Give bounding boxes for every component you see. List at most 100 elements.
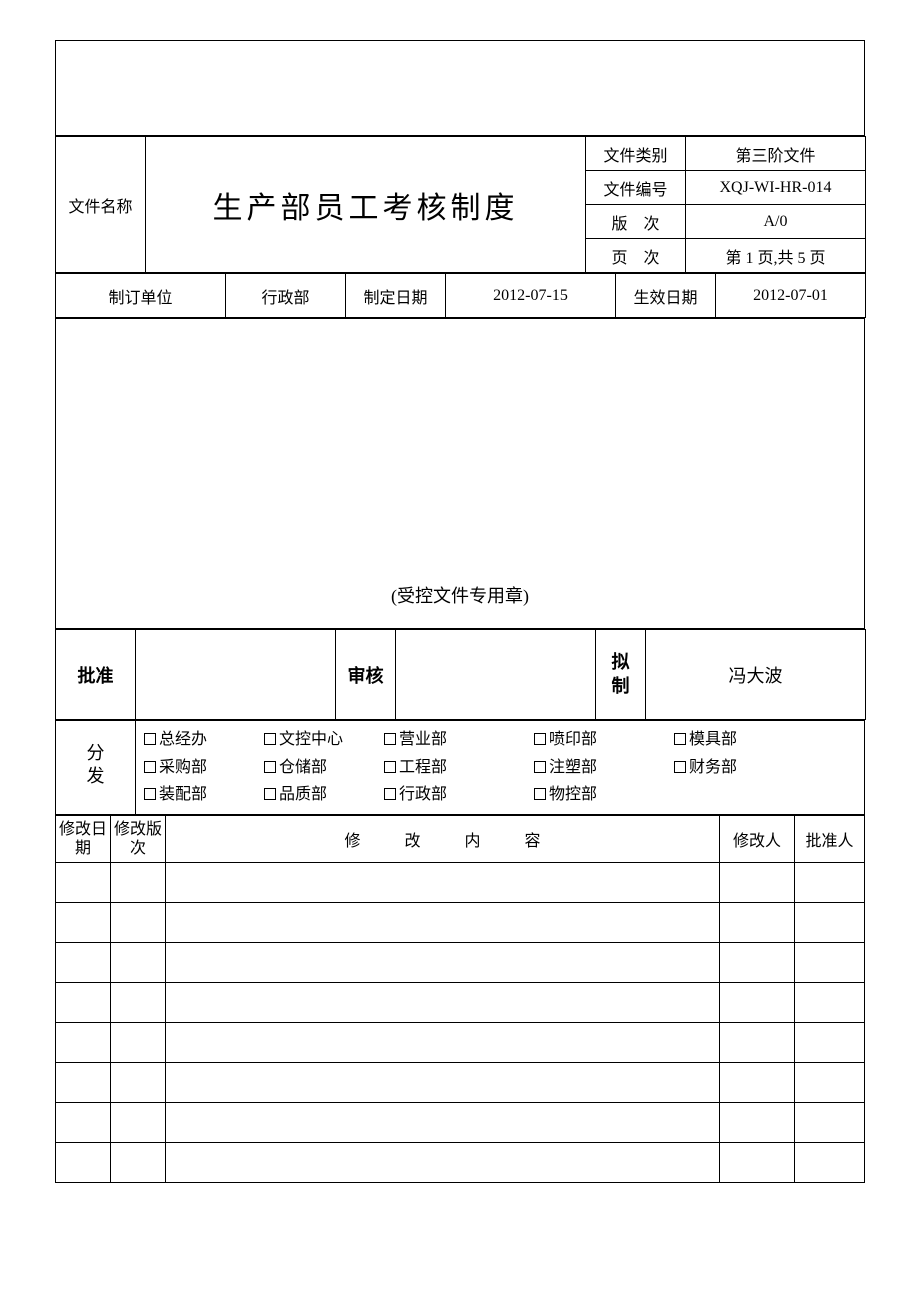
meta-value-1: XQJ-WI-HR-014: [686, 171, 866, 205]
revision-cell: [56, 1143, 111, 1183]
checkbox-icon: [264, 733, 276, 745]
revision-cell: [720, 983, 795, 1023]
distribution-item: 行政部: [384, 782, 534, 808]
revision-cell: [56, 983, 111, 1023]
header-info-table: 文件名称 生产部员工考核制度 文件类别 第三阶文件 文件编号 XQJ-WI-HR…: [55, 136, 866, 273]
rev-date-header: 修改日期: [56, 815, 111, 862]
distribution-item: [674, 782, 794, 808]
checkbox-icon: [674, 733, 686, 745]
revision-cell: [720, 903, 795, 943]
distribution-item: 总经办: [144, 727, 264, 753]
revision-row: [56, 1143, 865, 1183]
checkbox-icon: [384, 788, 396, 800]
revision-cell: [111, 1103, 166, 1143]
draft-value: 冯大波: [646, 630, 866, 720]
checkbox-icon: [384, 733, 396, 745]
checkbox-icon: [144, 788, 156, 800]
distribution-item: 装配部: [144, 782, 264, 808]
approve-label: 批准: [56, 630, 136, 720]
revision-cell: [720, 1103, 795, 1143]
rev-ver-header: 修改版次: [111, 815, 166, 862]
revision-cell: [111, 1023, 166, 1063]
distribution-item: 文控中心: [264, 727, 384, 753]
distribution-table: 分 发 总经办文控中心营业部喷印部模具部采购部仓储部工程部注塑部财务部装配部品质…: [55, 720, 865, 815]
meta-value-3: 第 1 页,共 5 页: [686, 239, 866, 273]
meta-label-0: 文件类别: [586, 137, 686, 171]
meta-label-3: 页 次: [586, 239, 686, 273]
revision-cell: [166, 1063, 720, 1103]
meta-label-1: 文件编号: [586, 171, 686, 205]
checkbox-icon: [264, 761, 276, 773]
revision-cell: [795, 943, 865, 983]
revision-cell: [111, 903, 166, 943]
revision-row: [56, 943, 865, 983]
effective-date-label: 生效日期: [616, 274, 716, 318]
revision-cell: [166, 1103, 720, 1143]
revision-cell: [56, 1023, 111, 1063]
meta-label-2: 版 次: [586, 205, 686, 239]
distribution-item: 注塑部: [534, 755, 674, 781]
revision-cell: [795, 1143, 865, 1183]
revision-cell: [795, 1023, 865, 1063]
revision-cell: [56, 943, 111, 983]
review-value: [396, 630, 596, 720]
create-date-label: 制定日期: [346, 274, 446, 318]
revision-cell: [795, 863, 865, 903]
revision-cell: [166, 943, 720, 983]
distribution-item: 工程部: [384, 755, 534, 781]
distribution-item: 模具部: [674, 727, 794, 753]
revision-cell: [166, 983, 720, 1023]
revision-cell: [111, 1063, 166, 1103]
revision-cell: [795, 1103, 865, 1143]
checkbox-icon: [384, 761, 396, 773]
issuer-value: 行政部: [226, 274, 346, 318]
effective-date-value: 2012-07-01: [716, 274, 866, 318]
checkbox-icon: [674, 761, 686, 773]
meta-value-0: 第三阶文件: [686, 137, 866, 171]
revision-cell: [56, 1063, 111, 1103]
distribution-label: 分 发: [56, 721, 136, 815]
distribution-item: 物控部: [534, 782, 674, 808]
revision-cell: [166, 1023, 720, 1063]
checkbox-icon: [534, 788, 546, 800]
stamp-table: (受控文件专用章): [55, 318, 865, 629]
distribution-item: 喷印部: [534, 727, 674, 753]
create-date-value: 2012-07-15: [446, 274, 616, 318]
revision-cell: [56, 1103, 111, 1143]
approve-value: [136, 630, 336, 720]
header-row2-table: 制订单位 行政部 制定日期 2012-07-15 生效日期 2012-07-01: [55, 273, 866, 318]
dist-label-2: 发: [87, 766, 105, 786]
stamp-text: (受控文件专用章): [56, 319, 865, 629]
revision-cell: [795, 1063, 865, 1103]
meta-value-2: A/0: [686, 205, 866, 239]
doc-title: 生产部员工考核制度: [146, 137, 586, 273]
revision-cell: [111, 983, 166, 1023]
revision-cell: [56, 863, 111, 903]
revision-row: [56, 863, 865, 903]
checkbox-icon: [534, 761, 546, 773]
distribution-item: 营业部: [384, 727, 534, 753]
revision-cell: [795, 903, 865, 943]
revision-row: [56, 1063, 865, 1103]
header-blank-table: [55, 40, 865, 136]
rev-content-header: 修 改 内 容: [166, 815, 720, 862]
revision-row: [56, 1103, 865, 1143]
checkbox-icon: [144, 761, 156, 773]
revision-cell: [720, 1143, 795, 1183]
draft-label-2: 制: [612, 676, 630, 696]
issuer-label: 制订单位: [56, 274, 226, 318]
revision-cell: [111, 1143, 166, 1183]
checkbox-icon: [534, 733, 546, 745]
revision-row: [56, 1023, 865, 1063]
header-blank-cell: [56, 41, 865, 136]
revision-cell: [111, 863, 166, 903]
revision-cell: [111, 943, 166, 983]
checkbox-icon: [144, 733, 156, 745]
distribution-item: 采购部: [144, 755, 264, 781]
review-label: 审核: [336, 630, 396, 720]
document-page: 文件名称 生产部员工考核制度 文件类别 第三阶文件 文件编号 XQJ-WI-HR…: [55, 40, 865, 1183]
distribution-item: 品质部: [264, 782, 384, 808]
draft-label-1: 拟: [612, 652, 630, 672]
revision-cell: [720, 1023, 795, 1063]
revision-cell: [720, 1063, 795, 1103]
